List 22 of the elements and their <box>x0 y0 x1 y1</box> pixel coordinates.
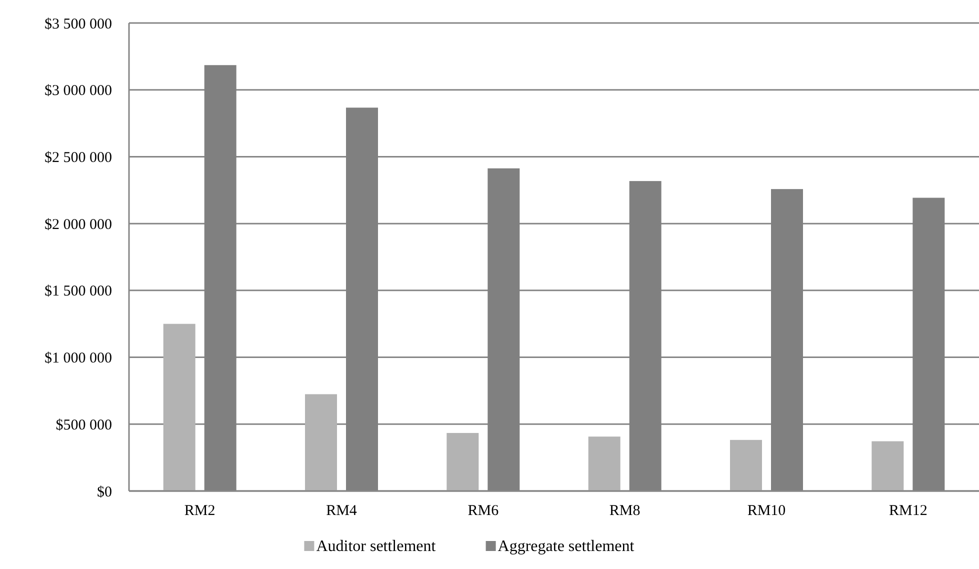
x-tick-label: RM2 <box>184 503 216 519</box>
x-tick-label: RM8 <box>609 503 640 519</box>
legend-label: Aggregate settlement <box>498 538 635 555</box>
y-tick-label: $2 500 000 <box>44 150 112 166</box>
bar <box>305 394 337 491</box>
bar <box>446 432 479 491</box>
y-tick-label: $2 000 000 <box>44 216 112 233</box>
legend-label: Auditor settlement <box>316 538 436 555</box>
x-tick-label: RM10 <box>747 503 786 519</box>
y-tick-label: $3 500 000 <box>44 16 112 32</box>
x-tick-label: RM12 <box>888 503 928 519</box>
bar <box>588 436 620 491</box>
y-tick-label: $500 000 <box>56 417 112 434</box>
bar <box>163 324 196 491</box>
bar <box>872 441 904 491</box>
x-tick-label: RM4 <box>326 503 358 519</box>
y-tick-label: $1 500 000 <box>44 284 112 300</box>
bar <box>730 440 762 491</box>
x-tick-label: RM6 <box>468 503 500 519</box>
y-tick-label: $1 000 000 <box>44 350 112 367</box>
y-tick-label: $0 <box>97 484 112 500</box>
y-tick-label: $3 000 000 <box>44 83 112 100</box>
